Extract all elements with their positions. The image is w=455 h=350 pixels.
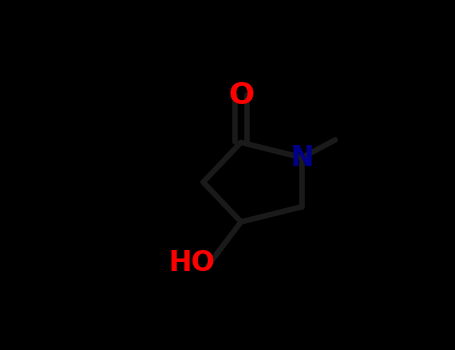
- Text: HO: HO: [168, 249, 215, 277]
- Text: N: N: [291, 144, 313, 172]
- Text: O: O: [228, 81, 254, 110]
